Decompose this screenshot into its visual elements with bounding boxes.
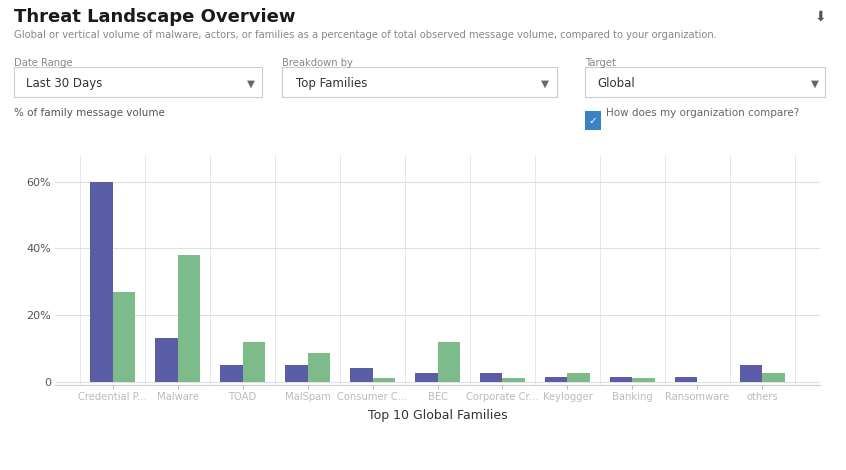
Text: Threat Landscape Overview: Threat Landscape Overview <box>14 8 295 26</box>
Bar <box>90 182 113 382</box>
Bar <box>480 373 503 382</box>
Text: ▼: ▼ <box>810 78 819 88</box>
Text: Last 30 Days: Last 30 Days <box>26 77 102 90</box>
Bar <box>437 342 460 382</box>
Bar <box>155 338 178 382</box>
Text: ▼: ▼ <box>247 78 255 88</box>
Bar <box>243 342 266 382</box>
Text: % of family message volume: % of family message volume <box>14 108 165 118</box>
Bar <box>220 365 243 382</box>
Bar <box>633 378 656 382</box>
Text: ⬇: ⬇ <box>814 10 826 24</box>
Bar <box>503 378 525 382</box>
Bar <box>545 376 568 382</box>
Bar <box>307 353 330 382</box>
Text: ▼: ▼ <box>541 78 548 88</box>
Text: Date Range: Date Range <box>14 58 73 68</box>
Bar <box>415 373 437 382</box>
Bar <box>739 365 762 382</box>
Bar <box>372 378 395 382</box>
Text: How does my organization compare?: How does my organization compare? <box>606 108 799 118</box>
X-axis label: Top 10 Global Families: Top 10 Global Families <box>368 409 508 422</box>
Bar <box>113 292 135 382</box>
Bar <box>762 373 785 382</box>
Text: Top Families: Top Families <box>296 77 367 90</box>
Text: Global: Global <box>597 77 634 90</box>
Bar <box>610 376 633 382</box>
Text: Breakdown by: Breakdown by <box>282 58 353 68</box>
Bar <box>675 376 697 382</box>
Text: Target: Target <box>585 58 616 68</box>
Bar <box>568 373 591 382</box>
Text: ✓: ✓ <box>589 116 597 125</box>
Bar <box>349 368 372 382</box>
Bar <box>285 365 307 382</box>
Text: Global or vertical volume of malware, actors, or families as a percentage of tot: Global or vertical volume of malware, ac… <box>14 30 717 40</box>
Bar <box>178 255 201 382</box>
